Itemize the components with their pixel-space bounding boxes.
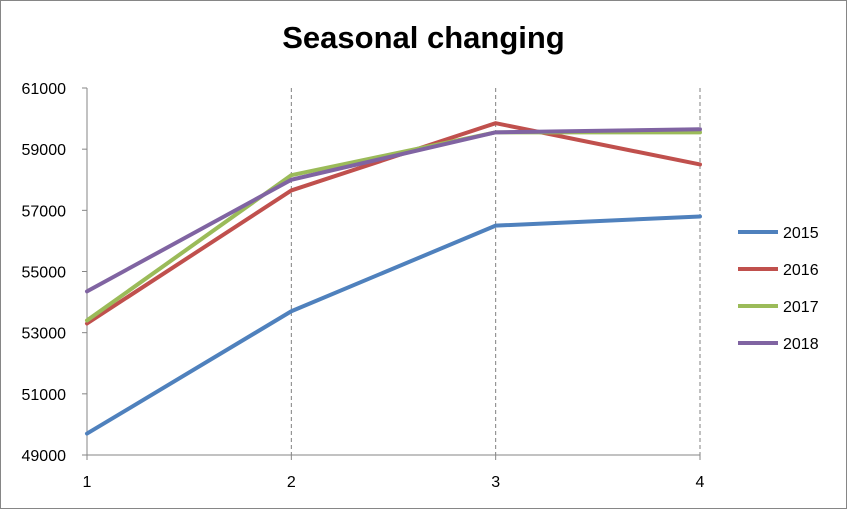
legend: 2015 2016 2017 2018 — [738, 225, 819, 353]
axes — [86, 88, 700, 456]
legend-label-2018: 2018 — [783, 336, 819, 353]
x-tick-label: 3 — [491, 474, 500, 491]
y-tick-label: 55000 — [22, 265, 67, 282]
y-tick-label: 59000 — [22, 142, 67, 159]
y-tick-label: 61000 — [22, 81, 67, 98]
series-line-2015 — [85, 214, 702, 436]
legend-label-2015: 2015 — [783, 225, 819, 242]
y-tick-label: 53000 — [22, 326, 67, 343]
series-line-2018 — [85, 127, 702, 294]
chart-title: Seasonal changing — [282, 20, 565, 55]
x-tick-label: 1 — [83, 474, 92, 491]
series-lines — [85, 121, 702, 436]
y-tick-label: 51000 — [22, 387, 67, 404]
legend-label-2017: 2017 — [783, 299, 819, 316]
x-axis-ticks: 1 2 3 4 — [83, 455, 705, 491]
legend-label-2016: 2016 — [783, 262, 819, 279]
y-tick-label: 57000 — [22, 203, 67, 220]
series-line-2017 — [85, 130, 702, 323]
gridlines — [290, 88, 701, 455]
y-tick-label: 49000 — [22, 448, 67, 465]
y-axis-ticks: 61000 59000 57000 55000 53000 51000 49000 — [22, 81, 87, 465]
x-tick-label: 2 — [287, 474, 296, 491]
x-tick-label: 4 — [696, 474, 705, 491]
